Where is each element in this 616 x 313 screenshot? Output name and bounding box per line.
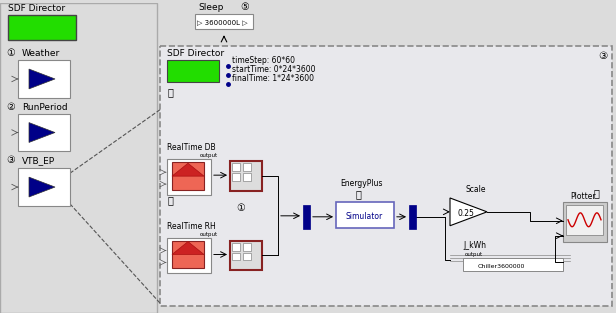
Bar <box>172 241 204 268</box>
Text: ②: ② <box>6 102 15 112</box>
Text: Weather: Weather <box>22 49 60 58</box>
Bar <box>232 243 240 250</box>
Polygon shape <box>172 163 204 176</box>
Bar <box>566 205 603 235</box>
Bar <box>336 202 394 228</box>
Bar <box>167 60 219 82</box>
Text: ⓙ: ⓙ <box>168 87 174 97</box>
Bar <box>18 168 70 206</box>
Bar <box>172 162 204 190</box>
Bar <box>160 46 612 306</box>
Bar <box>232 253 240 260</box>
Bar <box>243 173 251 181</box>
Bar <box>243 253 251 260</box>
Text: ⑤: ⑤ <box>240 2 249 12</box>
Bar <box>8 14 76 40</box>
Bar <box>0 3 157 313</box>
Text: J_kWh: J_kWh <box>463 241 486 249</box>
Text: startTime: 0*24*3600: startTime: 0*24*3600 <box>232 65 315 74</box>
Bar <box>230 241 262 270</box>
Text: ⓝ: ⓝ <box>594 188 600 198</box>
Text: finalTime: 1*24*3600: finalTime: 1*24*3600 <box>232 74 314 83</box>
Polygon shape <box>172 242 204 254</box>
Text: output: output <box>200 232 218 237</box>
Bar <box>303 205 310 229</box>
Polygon shape <box>29 69 55 89</box>
Text: Chiller3600000: Chiller3600000 <box>478 264 525 269</box>
Bar <box>409 205 416 229</box>
Text: output: output <box>465 253 483 258</box>
Polygon shape <box>29 177 55 197</box>
Text: ①: ① <box>6 48 15 58</box>
Text: VTB_EP: VTB_EP <box>22 156 55 165</box>
Bar <box>232 173 240 181</box>
Polygon shape <box>29 123 55 142</box>
Polygon shape <box>450 198 487 226</box>
Bar <box>463 259 563 271</box>
Text: RealTime DB: RealTime DB <box>167 143 216 152</box>
Text: Simulator: Simulator <box>346 212 383 221</box>
Bar <box>167 159 211 195</box>
Text: ③: ③ <box>6 155 15 165</box>
Text: Sleep: Sleep <box>198 3 224 12</box>
Text: SDF Director: SDF Director <box>8 3 65 13</box>
Text: Scale: Scale <box>465 185 485 194</box>
Bar <box>18 60 70 98</box>
Text: ③: ③ <box>598 51 607 61</box>
Text: ⓚ: ⓚ <box>168 195 174 205</box>
Bar <box>243 243 251 250</box>
Text: RunPeriod: RunPeriod <box>22 103 68 112</box>
Bar <box>243 163 251 171</box>
Text: 0.25: 0.25 <box>457 209 474 218</box>
Text: output: output <box>200 153 218 158</box>
Text: ▷ 3600000L ▷: ▷ 3600000L ▷ <box>197 19 248 25</box>
Bar <box>232 163 240 171</box>
Bar <box>563 202 607 242</box>
Text: SDF Director: SDF Director <box>167 49 224 58</box>
Text: EnergyPlus: EnergyPlus <box>340 179 383 188</box>
Text: timeStep: 60*60: timeStep: 60*60 <box>232 56 295 65</box>
Bar <box>167 238 211 273</box>
Bar <box>230 161 262 191</box>
Text: ⓜ: ⓜ <box>356 189 362 199</box>
Bar <box>18 114 70 151</box>
Text: RealTime RH: RealTime RH <box>167 222 216 231</box>
Text: ①: ① <box>236 203 245 213</box>
Text: Plotter: Plotter <box>570 192 596 201</box>
Bar <box>195 13 253 29</box>
